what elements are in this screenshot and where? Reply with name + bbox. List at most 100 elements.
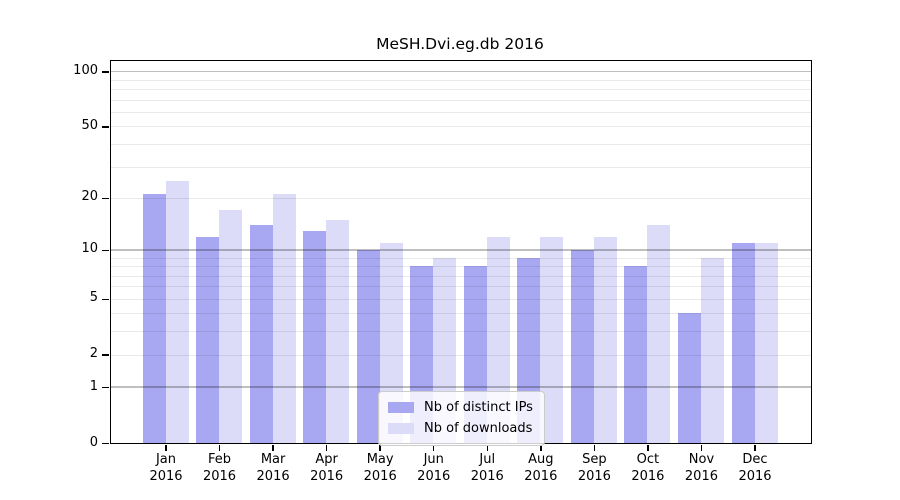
x-tick-mark: [647, 445, 649, 451]
gridline-major: [111, 70, 811, 73]
x-tick-label: Oct 2016: [616, 452, 680, 485]
legend-label: Nb of distinct IPs: [424, 400, 533, 415]
x-tick-month: Apr: [315, 452, 338, 467]
bar-downloads: [593, 236, 617, 443]
x-tick-month: Jun: [423, 452, 444, 467]
x-tick-month: Jan: [155, 452, 177, 467]
x-tick-month: Mar: [260, 452, 286, 467]
plot-area: [110, 60, 812, 444]
x-tick-year: 2016: [684, 468, 718, 484]
gridline-minor: [111, 313, 811, 315]
x-tick-label: Jul 2016: [455, 452, 519, 485]
gridline-minor: [111, 286, 811, 288]
legend-row: Nb of downloads: [388, 418, 533, 439]
bar-distinct-ips: [196, 236, 220, 443]
x-tick-month: Jul: [479, 452, 496, 467]
x-tick-month: Feb: [208, 452, 232, 467]
gridline-minor: [111, 126, 811, 128]
y-tick-mark: [102, 386, 109, 389]
y-tick-mark: [102, 442, 109, 445]
x-tick-mark: [325, 445, 328, 451]
x-tick-year: 2016: [577, 468, 611, 484]
x-tick-mark: [754, 445, 756, 451]
x-tick-mark: [700, 445, 703, 451]
x-tick-label: Aug 2016: [509, 452, 573, 485]
bar-downloads: [754, 242, 778, 443]
x-tick-year: 2016: [470, 468, 504, 484]
x-tick-month: Nov: [688, 452, 715, 467]
x-tick-mark: [218, 445, 221, 451]
bar-downloads: [165, 180, 189, 443]
gridline-minor: [111, 275, 811, 277]
y-tick-label: 50: [81, 117, 98, 133]
bar-downloads: [647, 224, 671, 443]
x-tick-year: 2016: [417, 468, 451, 484]
bar-distinct-ips: [731, 242, 755, 443]
x-tick-label: Jan 2016: [134, 452, 198, 485]
y-tick-mark: [102, 249, 109, 252]
bar-distinct-ips: [249, 224, 273, 443]
gridline-minor: [111, 331, 811, 333]
y-tick-mark: [102, 126, 109, 128]
x-tick-month: Dec: [742, 452, 768, 467]
x-tick-mark: [486, 445, 489, 451]
y-tick-label: 100: [73, 62, 98, 78]
legend-label: Nb of downloads: [424, 421, 533, 436]
x-tick-year: 2016: [256, 468, 290, 484]
x-tick-mark: [272, 445, 274, 451]
gridline-major: [111, 386, 811, 388]
gridline-minor: [111, 298, 811, 300]
x-tick-month: May: [366, 452, 394, 467]
x-tick-month: Sep: [582, 452, 607, 467]
x-tick-mark: [432, 445, 435, 451]
bar-downloads: [272, 194, 296, 443]
bar-distinct-ips: [677, 313, 701, 443]
x-tick-label: May 2016: [348, 452, 412, 485]
bar-distinct-ips: [142, 194, 166, 443]
y-tick-label: 0: [89, 434, 98, 450]
gridline-minor: [111, 266, 811, 268]
y-tick-label: 1: [89, 378, 98, 394]
bar-downloads: [700, 257, 724, 443]
bar-downloads: [326, 219, 350, 443]
legend-swatch-distinct-ips: [388, 402, 414, 413]
x-tick-mark: [540, 445, 542, 451]
gridline-minor: [111, 79, 811, 81]
y-tick-mark: [102, 197, 109, 200]
x-tick-label: Mar 2016: [241, 452, 305, 485]
y-tick-mark: [102, 298, 109, 300]
bar-distinct-ips: [303, 230, 327, 443]
gridline-minor: [111, 166, 811, 168]
bar-distinct-ips: [356, 249, 380, 443]
y-tick-label: 20: [81, 189, 98, 205]
legend: Nb of distinct IPs Nb of downloads: [378, 391, 545, 446]
gridline-minor: [111, 89, 811, 91]
x-tick-label: Feb 2016: [188, 452, 252, 485]
x-tick-month: Aug: [528, 452, 554, 467]
y-tick-label: 2: [89, 346, 98, 362]
x-tick-label: Dec 2016: [723, 452, 787, 485]
x-tick-label: Nov 2016: [669, 452, 733, 485]
y-tick-mark: [102, 354, 109, 356]
x-tick-year: 2016: [310, 468, 344, 484]
bar-downloads: [540, 236, 564, 443]
gridline-minor: [111, 197, 811, 199]
bar-distinct-ips: [570, 249, 594, 443]
legend-row: Nb of distinct IPs: [388, 397, 533, 418]
x-tick-mark: [165, 445, 167, 451]
gridline-minor: [111, 112, 811, 114]
x-tick-label: Jun 2016: [402, 452, 466, 485]
gridline-major: [111, 249, 811, 251]
chart-title: MeSH.Dvi.eg.db 2016: [376, 35, 544, 53]
x-tick-month: Oct: [636, 452, 660, 467]
x-tick-mark: [593, 445, 596, 451]
gridline-minor: [111, 354, 811, 356]
x-tick-label: Apr 2016: [295, 452, 359, 485]
gridline-minor: [111, 99, 811, 101]
y-tick-mark: [102, 71, 109, 73]
x-tick-year: 2016: [631, 468, 665, 484]
y-tick-label: 10: [81, 241, 98, 257]
x-tick-label: Sep 2016: [562, 452, 626, 485]
x-tick-year: 2016: [202, 468, 237, 484]
